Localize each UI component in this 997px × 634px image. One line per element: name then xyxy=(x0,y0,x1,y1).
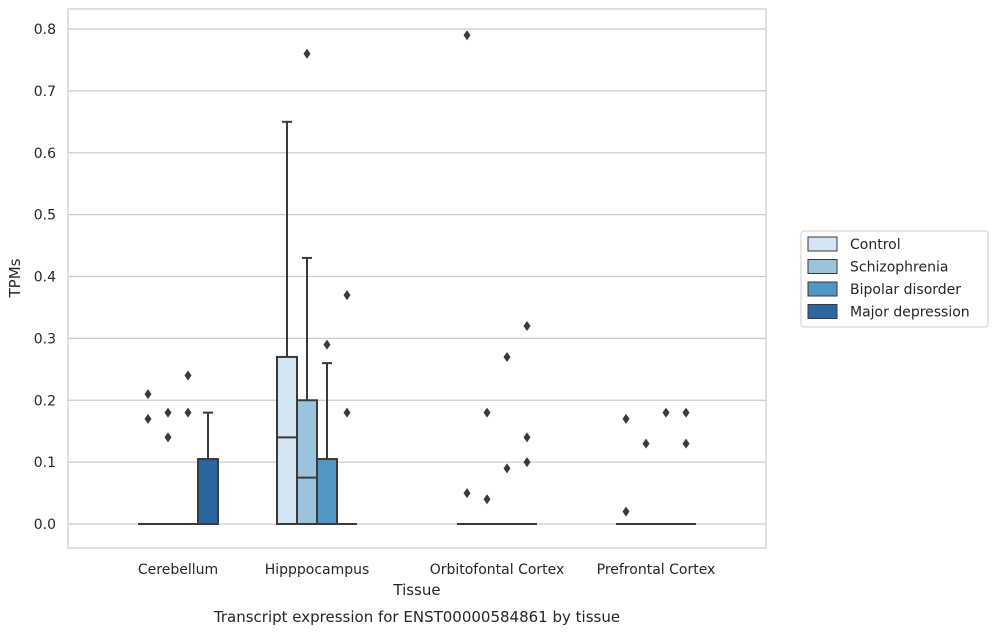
y-tick-label: 0.5 xyxy=(34,208,56,224)
y-tick-label: 0.6 xyxy=(34,146,56,162)
outlier-point xyxy=(662,407,670,418)
legend: Control Schizophrenia Bipolar disorder Majo… xyxy=(800,230,989,328)
grid-lines xyxy=(68,28,766,525)
box-control xyxy=(616,413,636,525)
box-major-depression xyxy=(197,411,219,525)
box-major-depression xyxy=(337,290,357,525)
legend-label: Major depression xyxy=(850,305,970,321)
x-tick-label: Orbitofontal Cortex xyxy=(430,562,565,578)
box-body xyxy=(197,458,219,525)
legend-label: Control xyxy=(850,237,901,253)
box-schizophrenia xyxy=(158,407,178,525)
outlier-point xyxy=(682,438,690,449)
outlier-point xyxy=(343,407,351,418)
box-control xyxy=(138,389,158,525)
plot-frame xyxy=(67,8,767,549)
x-tick-label: Hipppocampus xyxy=(265,562,370,578)
outlier-point xyxy=(323,339,331,350)
x-tick-label: Cerebellum xyxy=(138,562,218,578)
box-major-depression xyxy=(676,407,696,525)
outlier-point xyxy=(523,432,531,443)
outlier-point xyxy=(164,407,172,418)
y-axis-label: TPMs xyxy=(6,258,24,298)
box-schizophrenia xyxy=(636,438,656,525)
y-tick-label: 0.2 xyxy=(34,393,56,409)
box-layer xyxy=(138,30,696,525)
x-tick-label: Prefrontal Cortex xyxy=(597,562,716,578)
outlier-point xyxy=(642,438,650,449)
outlier-point xyxy=(523,321,531,331)
legend-frame xyxy=(800,230,989,328)
outlier-point xyxy=(144,389,152,400)
outlier-point xyxy=(184,370,192,381)
x-tick-labels: Cerebellum Hipppocampus Orbitofontal Corte… xyxy=(138,562,715,578)
outlier-point xyxy=(164,432,172,443)
y-tick-label: 0.4 xyxy=(34,270,56,286)
box-body xyxy=(296,399,318,525)
legend-label: Bipolar disorder xyxy=(850,282,961,298)
y-tick-label: 0.1 xyxy=(34,455,56,471)
box-bipolar-disorder xyxy=(178,370,198,525)
box-schizophrenia xyxy=(296,48,318,525)
outlier-point xyxy=(622,413,630,424)
box-bipolar-disorder xyxy=(316,339,338,525)
box-control xyxy=(276,120,298,525)
outlier-point xyxy=(463,488,471,499)
outlier-point xyxy=(463,30,471,41)
box-bipolar-disorder xyxy=(497,351,517,525)
outlier-point xyxy=(682,407,690,418)
legend-swatch xyxy=(807,236,838,252)
y-tick-label: 0.7 xyxy=(34,84,56,100)
outlier-point xyxy=(483,494,491,505)
box-body xyxy=(316,458,338,525)
outlier-point xyxy=(184,407,192,418)
box-major-depression xyxy=(517,321,537,525)
outlier-point xyxy=(622,506,630,517)
box-body xyxy=(276,355,298,525)
outlier-point xyxy=(503,463,511,474)
outlier-point xyxy=(343,290,351,301)
outlier-point xyxy=(144,413,152,424)
outlier-point xyxy=(503,351,511,362)
y-tick-label: 0.3 xyxy=(34,331,56,347)
figure-caption: Transcript expression for ENST0000058486… xyxy=(213,608,620,626)
x-axis-label: Tissue xyxy=(392,581,440,599)
legend-label: Schizophrenia xyxy=(850,260,948,276)
legend-swatch xyxy=(807,259,838,274)
legend-swatch xyxy=(807,281,838,297)
y-tick-label: 0.8 xyxy=(34,22,56,38)
outlier-point xyxy=(303,48,311,59)
y-tick-labels: 0.0 0.1 0.2 0.3 0.4 0.5 0.6 0.7 0.8 xyxy=(34,22,56,533)
outlier-point xyxy=(483,407,491,418)
box-schizophrenia xyxy=(477,407,497,525)
legend-swatch xyxy=(807,304,838,319)
box-bipolar-disorder xyxy=(656,407,676,525)
box-control xyxy=(457,30,477,525)
outlier-point xyxy=(523,457,531,468)
y-tick-label: 0.0 xyxy=(34,517,56,533)
